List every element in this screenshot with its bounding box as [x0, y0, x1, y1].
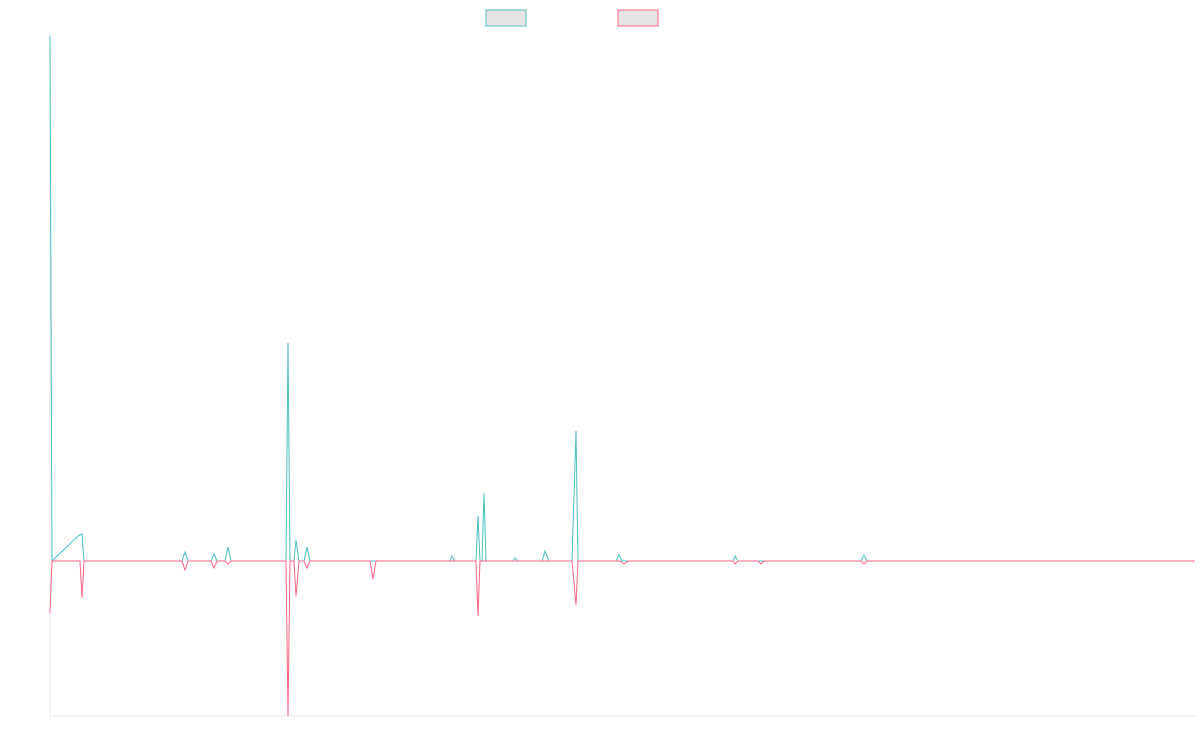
series-line-1: [49, 35, 1195, 563]
legend-swatch-1[interactable]: [485, 9, 527, 27]
series-line-2: [49, 560, 1195, 717]
chart-legend: [485, 9, 659, 27]
chart-axes: [49, 36, 1195, 717]
legend-swatch-2[interactable]: [617, 9, 659, 27]
series-layer: [49, 35, 1195, 717]
